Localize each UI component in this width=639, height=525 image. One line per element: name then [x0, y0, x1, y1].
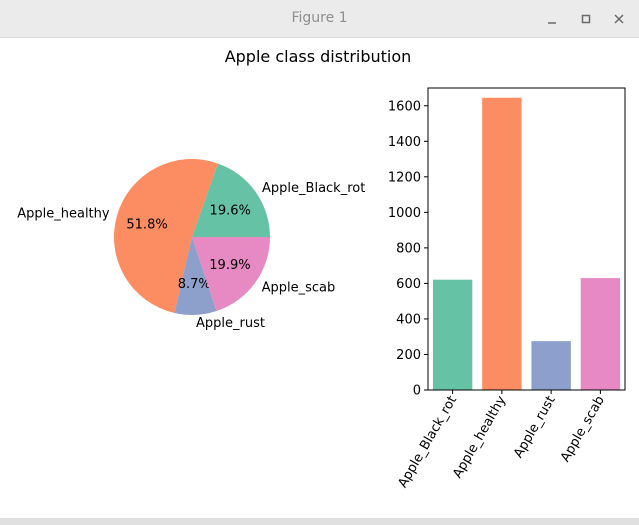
y-tick-label: 400 [396, 312, 421, 327]
x-tick-label: Apple_rust [511, 394, 558, 461]
minimize-icon [548, 22, 556, 24]
close-button[interactable] [609, 9, 629, 29]
window-titlebar[interactable]: Figure 1 [0, 0, 639, 38]
maximize-icon [581, 14, 591, 24]
bar-apple-scab [580, 278, 621, 390]
pie-percent-label: 19.6% [210, 203, 251, 218]
pie-slice-apple-healthy [113, 158, 218, 314]
x-tick-label: Apple_scab [558, 394, 608, 465]
pie-slice-apple-scab [192, 237, 270, 312]
close-icon [614, 14, 624, 24]
figure-svg: Apple class distribution 19.6% Apple_Blac… [17, 47, 626, 491]
pie-category-label: Apple_Black_rot [262, 181, 365, 196]
y-tick-label: 200 [396, 348, 421, 363]
pie-category-label: Apple_rust [196, 316, 265, 331]
y-tick-label: 0 [413, 384, 421, 399]
bar-apple-healthy [482, 97, 522, 391]
bar-axes-frame [427, 87, 626, 391]
window-bottom-edge [0, 518, 639, 525]
window-title: Figure 1 [291, 10, 348, 26]
pie-percent-label: 51.8% [126, 217, 167, 232]
pie-category-label: Apple_healthy [17, 207, 110, 222]
y-tick-label: 1000 [388, 206, 421, 221]
minimize-button[interactable] [542, 9, 562, 29]
pie-chart: 19.6% Apple_Black_rot 51.8% Apple_healthy 8.… [17, 158, 365, 331]
x-tick-label: Apple_healthy [450, 393, 509, 481]
figure-canvas: Apple class distribution 19.6% Apple_Blac… [0, 38, 639, 518]
x-tick-label: Apple_Black_rot [395, 394, 460, 491]
y-tick-label: 800 [396, 241, 421, 256]
maximize-button[interactable] [576, 9, 596, 29]
figure-suptitle: Apple class distribution [225, 47, 412, 66]
bar-apple-rust [531, 341, 571, 390]
pie-percent-label: 8.7% [178, 277, 211, 292]
bar-apple-black-rot [432, 279, 473, 390]
y-tick-label: 1600 [388, 99, 421, 114]
pie-percent-label: 19.9% [209, 258, 250, 273]
y-tick-label: 600 [396, 277, 421, 292]
pie-slice-apple-black-rot [192, 163, 270, 237]
y-tick-label: 1400 [388, 135, 421, 150]
pie-category-label: Apple_scab [262, 281, 336, 296]
pie-slice-apple-rust [174, 237, 217, 315]
bar-chart: 0 200 400 600 800 1000 1200 1400 1600 Apple_Black… [388, 87, 626, 491]
y-tick-label: 1200 [388, 170, 421, 185]
